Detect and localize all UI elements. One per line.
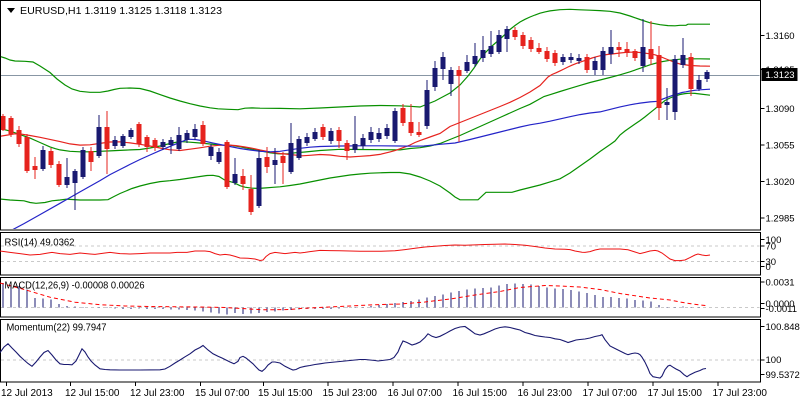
svg-text:15 Jul 07:00: 15 Jul 07:00 [195,388,250,399]
svg-text:RSI(14) 49.0362: RSI(14) 49.0362 [5,238,75,249]
svg-text:1.3160: 1.3160 [766,31,795,42]
svg-text:100: 100 [766,355,782,366]
svg-text:15 Jul 23:00: 15 Jul 23:00 [323,388,378,399]
svg-text:1.2985: 1.2985 [766,213,795,224]
svg-text:15 Jul 15:00: 15 Jul 15:00 [258,388,313,399]
svg-text:Momentum(22) 99.7947: Momentum(22) 99.7947 [7,323,107,334]
svg-text:0: 0 [766,262,771,273]
svg-text:1.3090: 1.3090 [766,104,795,115]
svg-text:16 Jul 15:00: 16 Jul 15:00 [453,388,508,399]
svg-text:70: 70 [766,241,777,252]
svg-text:30: 30 [766,257,777,268]
svg-text:16 Jul 23:00: 16 Jul 23:00 [518,388,573,399]
svg-text:12 Jul 23:00: 12 Jul 23:00 [130,388,185,399]
svg-text:MACD(12,26,9) -0.00008 0.00026: MACD(12,26,9) -0.00008 0.00026 [5,281,145,292]
svg-text:-0.0011: -0.0011 [766,304,798,315]
svg-text:12 Jul 15:00: 12 Jul 15:00 [65,388,120,399]
svg-text:100.8484: 100.8484 [766,322,800,333]
svg-text:99.5372: 99.5372 [766,370,800,381]
svg-text:12 Jul 2013: 12 Jul 2013 [1,388,53,399]
svg-text:17 Jul 07:00: 17 Jul 07:00 [583,388,638,399]
svg-text:EURUSD,H1 1.3119 1.3125 1.311: EURUSD,H1 1.3119 1.3125 1.3118 1.3123 [20,6,222,17]
svg-text:1.3020: 1.3020 [766,177,795,188]
svg-text:17 Jul 23:00: 17 Jul 23:00 [713,388,768,399]
svg-text:100: 100 [766,235,782,246]
svg-text:17 Jul 15:00: 17 Jul 15:00 [648,388,703,399]
svg-text:1.3123: 1.3123 [766,70,795,81]
svg-text:0.0000: 0.0000 [766,299,795,310]
svg-text:0.0031: 0.0031 [766,277,795,288]
svg-text:1.3055: 1.3055 [766,140,795,151]
svg-text:16 Jul 07:00: 16 Jul 07:00 [388,388,443,399]
